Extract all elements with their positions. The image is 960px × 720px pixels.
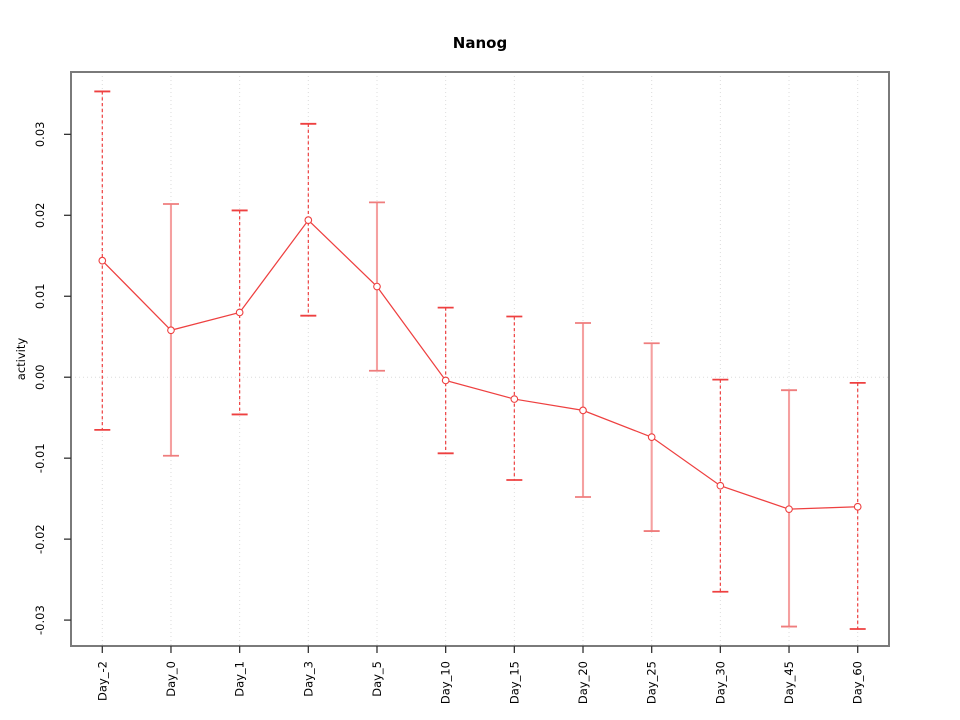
x-tick-label: Day_1 (233, 661, 247, 697)
x-tick-label: Day_5 (370, 661, 384, 697)
x-tick-label: Day_3 (301, 661, 315, 697)
data-point (167, 326, 175, 335)
x-tick-label: Day_60 (851, 661, 865, 704)
x-tick-label: Day_25 (645, 661, 659, 704)
data-point-layer (98, 216, 862, 514)
errorbar-layer (94, 90, 866, 630)
y-tick-label: 0.01 (33, 283, 47, 309)
y-tick-label: -0.01 (33, 443, 47, 473)
x-tick-label: Day_10 (439, 661, 453, 704)
x-tick-label: Day_15 (507, 661, 521, 704)
x-tick-label: Day_-2 (95, 661, 109, 701)
axis-layer (64, 71, 890, 653)
grid-layer (71, 72, 889, 646)
data-point (510, 395, 519, 403)
data-point (373, 282, 381, 291)
data-point (647, 433, 656, 441)
plot-border (70, 71, 890, 647)
x-tick-label: Day_30 (713, 661, 727, 704)
data-point (98, 256, 107, 265)
data-point (579, 406, 587, 415)
chart-title: Nanog (453, 34, 507, 52)
data-point (235, 308, 244, 317)
y-tick-label: -0.02 (33, 524, 47, 554)
y-tick-label: 0.00 (33, 364, 47, 390)
series-line-layer (101, 219, 858, 510)
y-axis-label: activity (14, 338, 28, 381)
x-tick-label: Day_45 (782, 661, 796, 704)
data-point (716, 481, 725, 490)
y-tick-label: 0.03 (33, 122, 47, 148)
data-point (853, 502, 862, 511)
series-line (101, 219, 858, 510)
tick-label-layer: 0.03 0.02 0.01 0.00 -0.01 -0.02 -0.03 Day_-2 Day… (33, 122, 865, 705)
x-tick-label: Day_20 (576, 661, 590, 704)
data-point (441, 376, 450, 385)
x-tick-label: Day_0 (164, 661, 178, 697)
y-tick-label: 0.02 (33, 202, 47, 228)
y-tick-label: -0.03 (33, 605, 47, 635)
data-point (785, 505, 793, 514)
data-point (304, 216, 313, 225)
